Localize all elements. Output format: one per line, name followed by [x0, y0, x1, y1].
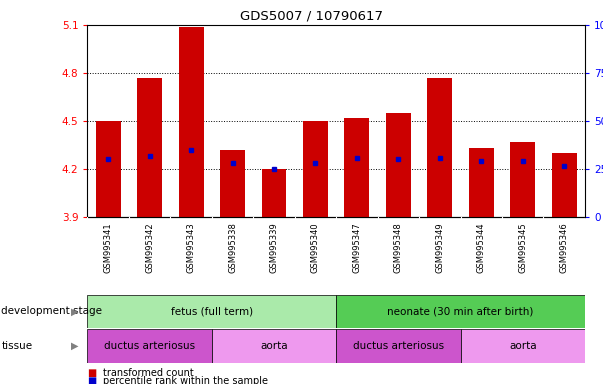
- Text: GSM995339: GSM995339: [270, 222, 279, 273]
- Text: tissue: tissue: [1, 341, 33, 351]
- Text: ductus arteriosus: ductus arteriosus: [353, 341, 444, 351]
- Text: GSM995343: GSM995343: [186, 222, 195, 273]
- Bar: [212, 329, 336, 363]
- Text: GSM995349: GSM995349: [435, 222, 444, 273]
- Text: GSM995347: GSM995347: [352, 222, 361, 273]
- Bar: [87, 329, 212, 363]
- Bar: [336, 295, 585, 328]
- Bar: [137, 78, 162, 217]
- Text: GSM995346: GSM995346: [560, 222, 569, 273]
- Text: aorta: aorta: [260, 341, 288, 351]
- Bar: [220, 150, 245, 217]
- Bar: [469, 148, 494, 217]
- Text: ■: ■: [87, 376, 96, 384]
- Text: transformed count: transformed count: [103, 368, 193, 378]
- Text: percentile rank within the sample: percentile rank within the sample: [103, 376, 268, 384]
- Bar: [96, 121, 121, 217]
- Bar: [336, 329, 461, 363]
- Bar: [303, 121, 328, 217]
- Text: GSM995341: GSM995341: [104, 222, 113, 273]
- Text: development stage: development stage: [1, 306, 102, 316]
- Text: neonate (30 min after birth): neonate (30 min after birth): [387, 306, 534, 316]
- Bar: [428, 78, 452, 217]
- Bar: [87, 295, 336, 328]
- Bar: [461, 329, 585, 363]
- Text: GSM995338: GSM995338: [228, 222, 237, 273]
- Bar: [552, 153, 576, 217]
- Text: GSM995342: GSM995342: [145, 222, 154, 273]
- Text: aorta: aorta: [509, 341, 537, 351]
- Text: ductus arteriosus: ductus arteriosus: [104, 341, 195, 351]
- Bar: [510, 142, 535, 217]
- Title: GDS5007 / 10790617: GDS5007 / 10790617: [240, 9, 383, 22]
- Bar: [344, 118, 369, 217]
- Text: GSM995340: GSM995340: [311, 222, 320, 273]
- Text: GSM995344: GSM995344: [477, 222, 486, 273]
- Text: ■: ■: [87, 368, 96, 378]
- Text: fetus (full term): fetus (full term): [171, 306, 253, 316]
- Text: ▶: ▶: [71, 341, 78, 351]
- Text: GSM995345: GSM995345: [518, 222, 527, 273]
- Text: ▶: ▶: [71, 306, 78, 316]
- Text: GSM995348: GSM995348: [394, 222, 403, 273]
- Bar: [178, 26, 203, 217]
- Bar: [386, 113, 411, 217]
- Bar: [262, 169, 286, 217]
